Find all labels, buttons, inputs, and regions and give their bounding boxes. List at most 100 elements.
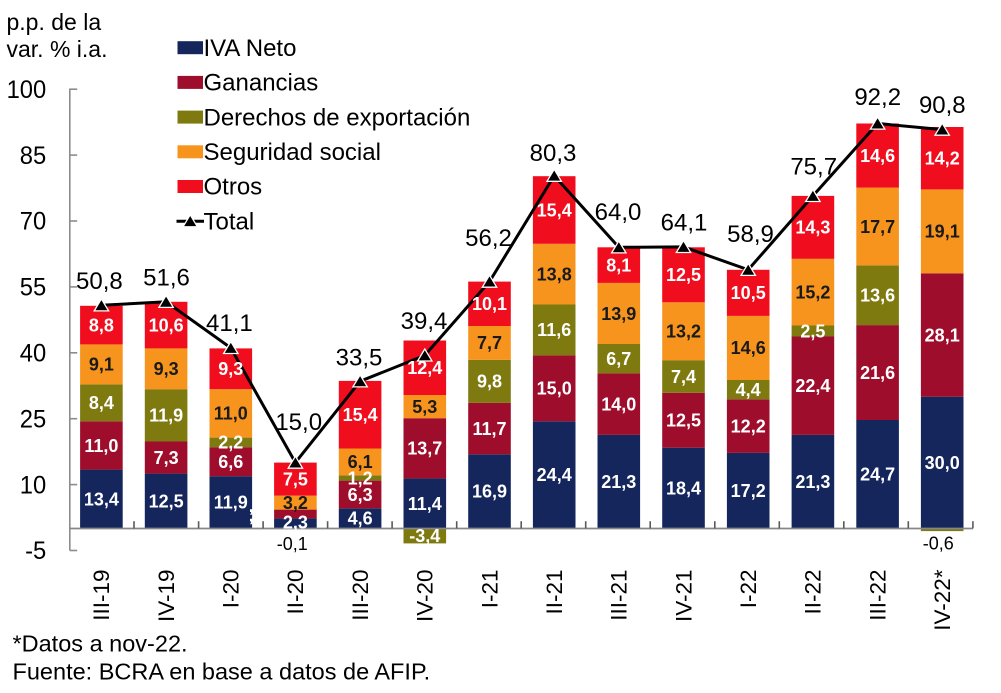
svg-text:24,4: 24,4: [537, 465, 572, 485]
svg-text:4,6: 4,6: [348, 509, 373, 529]
svg-text:4,4: 4,4: [736, 380, 761, 400]
svg-text:17,2: 17,2: [731, 481, 766, 501]
svg-text:40: 40: [20, 340, 46, 368]
svg-text:18,4: 18,4: [666, 478, 701, 498]
svg-text:16,9: 16,9: [472, 482, 507, 502]
svg-text:Fuente: BCRA en base a datos d: Fuente: BCRA en base a datos de AFIP.: [13, 659, 431, 685]
svg-text:11,9: 11,9: [214, 493, 248, 513]
svg-text:70: 70: [20, 208, 46, 236]
svg-text:8,1: 8,1: [606, 255, 631, 275]
svg-text:10: 10: [20, 472, 46, 500]
svg-text:11,4: 11,4: [408, 494, 442, 514]
svg-text:15,2: 15,2: [795, 282, 830, 302]
svg-text:,: ,: [249, 506, 254, 526]
svg-text:13,2: 13,2: [666, 322, 701, 342]
svg-text:13,4: 13,4: [84, 489, 119, 509]
svg-text:13,9: 13,9: [601, 304, 636, 324]
svg-text:IVA Neto: IVA Neto: [204, 35, 297, 62]
svg-text:9,8: 9,8: [477, 372, 502, 392]
svg-text:-0,1: -0,1: [277, 534, 308, 554]
svg-text:15,0: 15,0: [275, 409, 322, 436]
svg-text:7,4: 7,4: [671, 367, 696, 387]
svg-text:11,9: 11,9: [149, 406, 183, 426]
svg-text:Total: Total: [204, 208, 255, 235]
svg-text:14,3: 14,3: [795, 218, 830, 238]
svg-text:75,7: 75,7: [790, 154, 837, 181]
svg-text:80,3: 80,3: [530, 140, 577, 167]
svg-text:-5: -5: [25, 538, 46, 566]
svg-text:21,6: 21,6: [860, 363, 895, 383]
svg-text:Otros: Otros: [204, 174, 263, 201]
svg-text:Ganancias: Ganancias: [204, 70, 319, 97]
svg-text:IV-22*: IV-22*: [930, 569, 955, 631]
svg-text:10,6: 10,6: [149, 315, 184, 335]
svg-text:41,1: 41,1: [206, 310, 253, 337]
svg-text:12,4: 12,4: [407, 358, 442, 378]
svg-text:56,2: 56,2: [465, 225, 512, 252]
svg-text:14,2: 14,2: [925, 149, 960, 169]
svg-text:15,4: 15,4: [537, 200, 572, 220]
svg-text:I-22: I-22: [736, 570, 761, 609]
svg-text:var. % i.a.: var. % i.a.: [7, 36, 108, 62]
svg-text:22,4: 22,4: [795, 376, 830, 396]
svg-text:11,6: 11,6: [537, 320, 571, 340]
svg-text:15,0: 15,0: [537, 379, 572, 399]
svg-text:III-20: III-20: [348, 570, 373, 621]
svg-text:25: 25: [20, 406, 46, 434]
svg-text:15,4: 15,4: [343, 405, 378, 425]
svg-text:9,1: 9,1: [89, 355, 114, 375]
svg-text:85: 85: [20, 142, 46, 170]
svg-text:2,3: 2,3: [283, 512, 308, 532]
svg-text:IV-20: IV-20: [413, 570, 438, 623]
svg-text:7,3: 7,3: [154, 448, 179, 468]
svg-text:1,2: 1,2: [348, 468, 373, 488]
svg-text:II-20: II-20: [283, 570, 308, 615]
svg-text:Seguridad social: Seguridad social: [204, 139, 381, 166]
svg-text:30,0: 30,0: [925, 453, 960, 473]
svg-text:2,2: 2,2: [218, 433, 243, 453]
svg-text:Derechos de exportación: Derechos de exportación: [204, 104, 471, 131]
svg-text:-0,6: -0,6: [923, 534, 954, 554]
svg-text:6,3: 6,3: [348, 485, 373, 505]
svg-text:11,0: 11,0: [214, 404, 248, 424]
svg-text:21,3: 21,3: [795, 472, 830, 492]
svg-text:14,0: 14,0: [601, 394, 636, 414]
svg-text:-3,4: -3,4: [409, 526, 440, 546]
svg-text:III-19: III-19: [89, 570, 114, 621]
svg-text:51,6: 51,6: [143, 265, 190, 292]
svg-text:6,6: 6,6: [218, 452, 243, 472]
svg-text:14,6: 14,6: [860, 146, 895, 166]
svg-text:p.p. de la: p.p. de la: [7, 9, 102, 35]
svg-text:2,5: 2,5: [800, 321, 825, 341]
svg-text:90,8: 90,8: [919, 92, 966, 119]
svg-text:6,7: 6,7: [606, 349, 631, 369]
svg-text:10,5: 10,5: [731, 283, 766, 303]
svg-text:58,9: 58,9: [727, 221, 774, 248]
svg-text:7,7: 7,7: [477, 333, 502, 353]
svg-text:12,5: 12,5: [666, 265, 701, 285]
svg-text:8,8: 8,8: [89, 315, 114, 335]
svg-text:12,2: 12,2: [731, 416, 766, 436]
svg-text:64,0: 64,0: [595, 199, 642, 226]
svg-text:12,5: 12,5: [149, 491, 184, 511]
svg-text:92,2: 92,2: [854, 84, 901, 111]
svg-text:,: ,: [249, 496, 254, 516]
svg-text:19,1: 19,1: [925, 222, 960, 242]
svg-text:21,3: 21,3: [601, 472, 636, 492]
svg-text:64,1: 64,1: [661, 210, 708, 237]
svg-text:II-22: II-22: [801, 570, 826, 615]
svg-text:I-21: I-21: [477, 570, 502, 609]
svg-text:33,5: 33,5: [336, 345, 383, 372]
svg-text:12,5: 12,5: [666, 411, 701, 431]
svg-text:100: 100: [7, 76, 47, 104]
svg-text:5,3: 5,3: [412, 397, 437, 417]
svg-text:11,7: 11,7: [472, 419, 506, 439]
svg-text:50,8: 50,8: [76, 268, 123, 295]
svg-text:13,8: 13,8: [537, 264, 572, 284]
svg-text:11,0: 11,0: [84, 436, 118, 456]
svg-text:*Datos a nov-22.: *Datos a nov-22.: [13, 631, 188, 657]
svg-text:10,1: 10,1: [472, 294, 507, 314]
svg-text:55: 55: [20, 274, 46, 302]
svg-text:13,7: 13,7: [407, 439, 442, 459]
svg-text:17,7: 17,7: [860, 217, 895, 237]
